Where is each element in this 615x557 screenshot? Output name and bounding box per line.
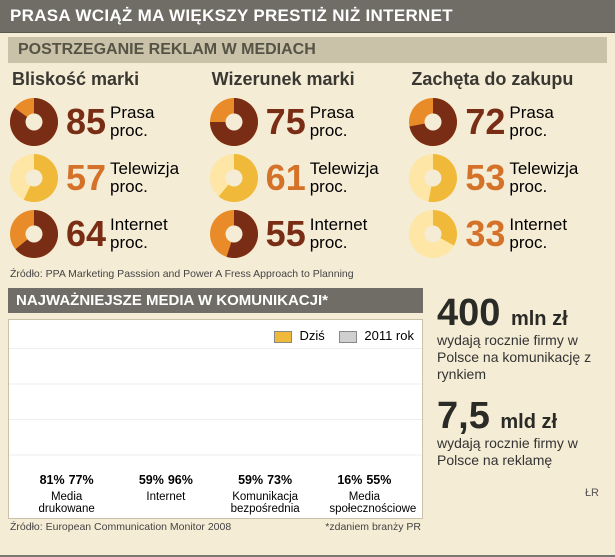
pie-label: Internetproc. [110,216,168,252]
pie-label: Prasaproc. [310,104,354,140]
pie-row: 64 Internetproc. [8,208,208,260]
pie-label: Telewizjaproc. [310,160,379,196]
infographic-root: PRASA WCIĄŻ MA WIĘKSZY PRESTIŻ NIŻ INTER… [0,0,615,557]
bar-value-label: 55% [366,473,391,487]
pie-icon [407,152,459,204]
x-label: Internet [131,491,201,515]
signature: ŁR [437,487,601,499]
x-label: Mediaspołecznościowe [329,491,399,515]
bar-value-label: 59% [139,473,164,487]
fact-unit: mld zł [500,411,557,433]
bar-value-label: 16% [337,473,362,487]
pie-value: 72 [459,106,509,138]
pie-row: 53 Telewizjaproc. [407,152,607,204]
bar-value-label: 81% [40,473,65,487]
pie-value: 57 [60,162,110,194]
pie-column-title: Zachęta do zakupu [407,69,607,90]
pie-column-title: Wizerunek marki [208,69,408,90]
section2-header: NAJWAŻNIEJSZE MEDIA W KOMUNIKACJI* [8,288,423,313]
fact-desc: wydają rocznie firmy w Polsce na komunik… [437,332,601,382]
section2-sources: Źródło: European Communication Monitor 2… [8,519,423,533]
pie-column: Wizerunek marki 75 Prasaproc. 61 Telewiz… [208,69,408,264]
pie-label: Telewizjaproc. [509,160,578,196]
section2: NAJWAŻNIEJSZE MEDIA W KOMUNIKACJI* Dziś … [0,284,615,533]
pie-column: Zachęta do zakupu 72 Prasaproc. 53 Telew… [407,69,607,264]
section2-source-right: *zdaniem branży PR [325,521,421,533]
bars-area: 81% 77% 59% 96% 59% 73% 16% 55% [9,348,422,490]
bar-value-label: 96% [168,473,193,487]
section1-header: POSTRZEGANIE REKLAM W MEDIACH [8,37,607,63]
fact-number: 7,5 mld zł [437,401,601,431]
pie-row: 75 Prasaproc. [208,96,408,148]
legend-label-today: Dziś [299,328,324,343]
pie-icon [8,96,60,148]
bar-chart: Dziś 2011 rok 81% 77% 59% 96% 59% 73% 16% 55% M… [8,319,423,519]
pie-value: 61 [260,162,310,194]
fact: 7,5 mld zł wydają rocznie firmy w Polsce… [437,401,601,469]
pie-icon [407,208,459,260]
pie-label: Prasaproc. [110,104,154,140]
pie-icon [208,96,260,148]
fact-number: 400 mln zł [437,298,601,328]
pie-value: 85 [60,106,110,138]
pie-icon [8,208,60,260]
pie-icon [407,96,459,148]
facts-panel: 400 mln zł wydają rocznie firmy w Polsce… [423,284,607,533]
pie-column: Bliskość marki 85 Prasaproc. 57 Telewizj… [8,69,208,264]
pie-row: 57 Telewizjaproc. [8,152,208,204]
pie-row: 72 Prasaproc. [407,96,607,148]
pie-icon [8,152,60,204]
pie-column-title: Bliskość marki [8,69,208,90]
x-axis-labels: Mediadrukowane Internet Komunikacjabezpośr… [9,491,422,515]
pie-label: Telewizjaproc. [110,160,179,196]
pie-row: 61 Telewizjaproc. [208,152,408,204]
pie-value: 64 [60,218,110,250]
pie-label: Internetproc. [509,216,567,252]
legend-today: Dziś [274,328,325,343]
section2-source-left: Źródło: European Communication Monitor 2… [10,521,231,533]
fact: 400 mln zł wydają rocznie firmy w Polsce… [437,298,601,383]
pie-value: 55 [260,218,310,250]
legend-swatch-today [274,331,292,343]
section1-source: Źródło: PPA Marketing Passsion and Power… [0,266,615,284]
legend-2011: 2011 rok [339,328,414,343]
pie-label: Internetproc. [310,216,368,252]
pie-value: 75 [260,106,310,138]
pie-icon [208,208,260,260]
bar-value-label: 59% [238,473,263,487]
main-title: PRASA WCIĄŻ MA WIĘKSZY PRESTIŻ NIŻ INTER… [0,0,615,33]
bar-legend: Dziś 2011 rok [274,328,414,343]
x-label: Mediadrukowane [32,491,102,515]
pie-value: 53 [459,162,509,194]
bar-value-label: 73% [267,473,292,487]
section2-left: NAJWAŻNIEJSZE MEDIA W KOMUNIKACJI* Dziś … [8,284,423,533]
fact-desc: wydają rocznie firmy w Polsce na reklamę [437,435,601,469]
bar-value-label: 77% [69,473,94,487]
pie-grid: Bliskość marki 85 Prasaproc. 57 Telewizj… [0,63,615,266]
pie-icon [208,152,260,204]
pie-value: 33 [459,218,509,250]
x-label: Komunikacjabezpośrednia [230,491,300,515]
pie-row: 55 Internetproc. [208,208,408,260]
legend-swatch-2011 [339,331,357,343]
pie-row: 85 Prasaproc. [8,96,208,148]
pie-label: Prasaproc. [509,104,553,140]
legend-label-2011: 2011 rok [364,328,414,343]
pie-row: 33 Internetproc. [407,208,607,260]
fact-unit: mln zł [511,308,568,330]
